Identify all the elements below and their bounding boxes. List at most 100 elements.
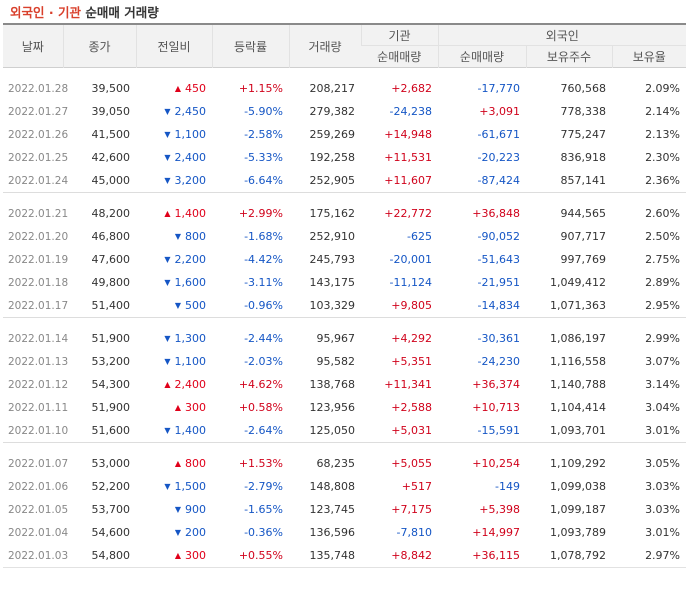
trading-table: 날짜 종가 전일비 등락률 거래량 기관 외국인 순매매량 순매매량 보유주수 …: [3, 23, 687, 568]
close-price-cell: 49,800: [91, 276, 131, 289]
rate-cell: -4.42%: [244, 253, 283, 266]
foreign-net-cell: -17,770: [477, 82, 520, 95]
close-price-cell: 39,500: [91, 82, 131, 95]
group-separator: [3, 442, 687, 452]
foreign-holdings-cell: 857,141: [560, 174, 607, 187]
foreign-ratio-cell: 3.14%: [645, 378, 681, 391]
group-separator: [3, 317, 687, 327]
table-body: 2022.01.28 39,500 ▲ 450 +1.15% 208,217 +2,682 -…: [3, 68, 687, 568]
foreign-holdings-cell: 1,099,187: [550, 503, 606, 516]
foreign-holdings-cell: 1,093,701: [550, 424, 606, 437]
up-arrow-icon: ▲: [174, 551, 181, 560]
institution-net-cell: +5,031: [391, 424, 432, 437]
table-row: 2022.01.10 51,600 ▼ 1,400 -2.64% 125,050 +5,03…: [3, 419, 686, 443]
foreign-ratio-cell: 2.09%: [645, 82, 681, 95]
down-arrow-icon: ▼: [164, 130, 171, 139]
change-value: 1,600: [174, 276, 207, 289]
rate-cell: -0.96%: [244, 299, 283, 312]
close-price-cell: 54,600: [91, 526, 131, 539]
rate-cell: -2.44%: [244, 332, 283, 345]
change-value: 300: [185, 401, 206, 414]
down-arrow-icon: ▼: [164, 278, 171, 287]
volume-cell: 252,905: [309, 174, 356, 187]
foreign-net-cell: -15,591: [477, 424, 520, 437]
institution-net-cell: +8,842: [391, 549, 432, 562]
table-row: 2022.01.05 53,700 ▼ 900 -1.65% 123,745 +7,175 +…: [3, 498, 686, 521]
down-arrow-icon: ▼: [164, 107, 171, 116]
foreign-ratio-cell: 3.03%: [645, 480, 681, 493]
header-foreign-ratio: 보유율: [611, 45, 687, 68]
date-cell: 2022.01.07: [8, 457, 69, 470]
header-volume: 거래량: [288, 24, 361, 68]
close-price-cell: 47,600: [91, 253, 131, 266]
table-row: 2022.01.18 49,800 ▼ 1,600 -3.11% 143,175 -11,1…: [3, 271, 686, 294]
date-cell: 2022.01.12: [8, 378, 69, 391]
change-cell: ▼ 2,400: [136, 146, 212, 169]
down-arrow-icon: ▼: [164, 482, 171, 491]
volume-cell: 208,217: [309, 82, 356, 95]
section-title: 외국인 · 기관 순매매 거래량: [10, 4, 159, 22]
up-arrow-icon: ▲: [164, 380, 171, 389]
foreign-net-cell: -14,834: [477, 299, 520, 312]
change-cell: ▼ 1,600: [136, 271, 212, 294]
change-value: 450: [185, 82, 206, 95]
table-row: 2022.01.06 52,200 ▼ 1,500 -2.79% 148,808 +517 -…: [3, 475, 686, 498]
close-price-cell: 42,600: [91, 151, 131, 164]
volume-cell: 95,967: [316, 332, 356, 345]
volume-cell: 103,329: [309, 299, 356, 312]
rate-cell: +2.99%: [238, 207, 283, 220]
table-row: 2022.01.13 53,200 ▼ 1,100 -2.03% 95,582 +5,351…: [3, 350, 686, 373]
header-foreign-holdings: 보유주수: [525, 45, 612, 68]
volume-cell: 148,808: [309, 480, 356, 493]
table-row: 2022.01.14 51,900 ▼ 1,300 -2.44% 95,967 +4,292…: [3, 327, 686, 350]
date-cell: 2022.01.10: [8, 424, 69, 437]
table-row: 2022.01.19 47,600 ▼ 2,200 -4.42% 245,793 -20,0…: [3, 248, 686, 271]
foreign-ratio-cell: 2.13%: [645, 128, 681, 141]
header-foreign-net: 순매매량: [437, 45, 526, 68]
rate-cell: +0.58%: [238, 401, 283, 414]
table-row: 2022.01.03 54,800 ▲ 300 +0.55% 135,748 +8,842 +…: [3, 544, 686, 567]
close-price-cell: 51,900: [91, 332, 131, 345]
foreign-ratio-cell: 2.97%: [645, 549, 681, 562]
table-row: 2022.01.27 39,050 ▼ 2,450 -5.90% 279,382 -24,2…: [3, 100, 686, 123]
foreign-net-cell: +5,398: [479, 503, 520, 516]
foreign-net-cell: -20,223: [477, 151, 520, 164]
close-price-cell: 53,000: [91, 457, 131, 470]
foreign-ratio-cell: 2.30%: [645, 151, 681, 164]
volume-cell: 192,258: [309, 151, 356, 164]
foreign-net-cell: +3,091: [479, 105, 520, 118]
institution-net-cell: +2,588: [391, 401, 432, 414]
foreign-holdings-cell: 1,086,197: [550, 332, 606, 345]
close-price-cell: 41,500: [91, 128, 131, 141]
down-arrow-icon: ▼: [174, 301, 181, 310]
header-close: 종가: [62, 24, 136, 68]
rate-cell: +0.55%: [238, 549, 283, 562]
change-cell: ▲ 800: [136, 452, 212, 475]
foreign-holdings-cell: 1,116,558: [550, 355, 606, 368]
institution-net-cell: -625: [407, 230, 432, 243]
foreign-ratio-cell: 3.01%: [645, 526, 681, 539]
close-price-cell: 54,800: [91, 549, 131, 562]
change-value: 2,450: [174, 105, 207, 118]
date-cell: 2022.01.18: [8, 276, 69, 289]
change-cell: ▲ 300: [136, 544, 212, 567]
foreign-holdings-cell: 1,099,038: [550, 480, 606, 493]
foreign-net-cell: +10,254: [472, 457, 520, 470]
change-value: 1,100: [174, 355, 207, 368]
group-separator: [3, 192, 687, 202]
institution-net-cell: -24,238: [389, 105, 432, 118]
date-cell: 2022.01.05: [8, 503, 69, 516]
rate-cell: -2.58%: [244, 128, 283, 141]
volume-cell: 143,175: [309, 276, 356, 289]
table-row: 2022.01.11 51,900 ▲ 300 +0.58% 123,956 +2,588 +…: [3, 396, 686, 419]
table-row: 2022.01.25 42,600 ▼ 2,400 -5.33% 192,258 +11,5…: [3, 146, 686, 169]
date-cell: 2022.01.03: [8, 549, 69, 562]
foreign-ratio-cell: 2.36%: [645, 174, 681, 187]
change-cell: ▼ 800: [136, 225, 212, 248]
volume-cell: 68,235: [316, 457, 356, 470]
header-change: 전일비: [135, 24, 212, 68]
rate-cell: +1.53%: [238, 457, 283, 470]
close-price-cell: 52,200: [91, 480, 131, 493]
foreign-holdings-cell: 1,140,788: [550, 378, 606, 391]
date-cell: 2022.01.13: [8, 355, 69, 368]
